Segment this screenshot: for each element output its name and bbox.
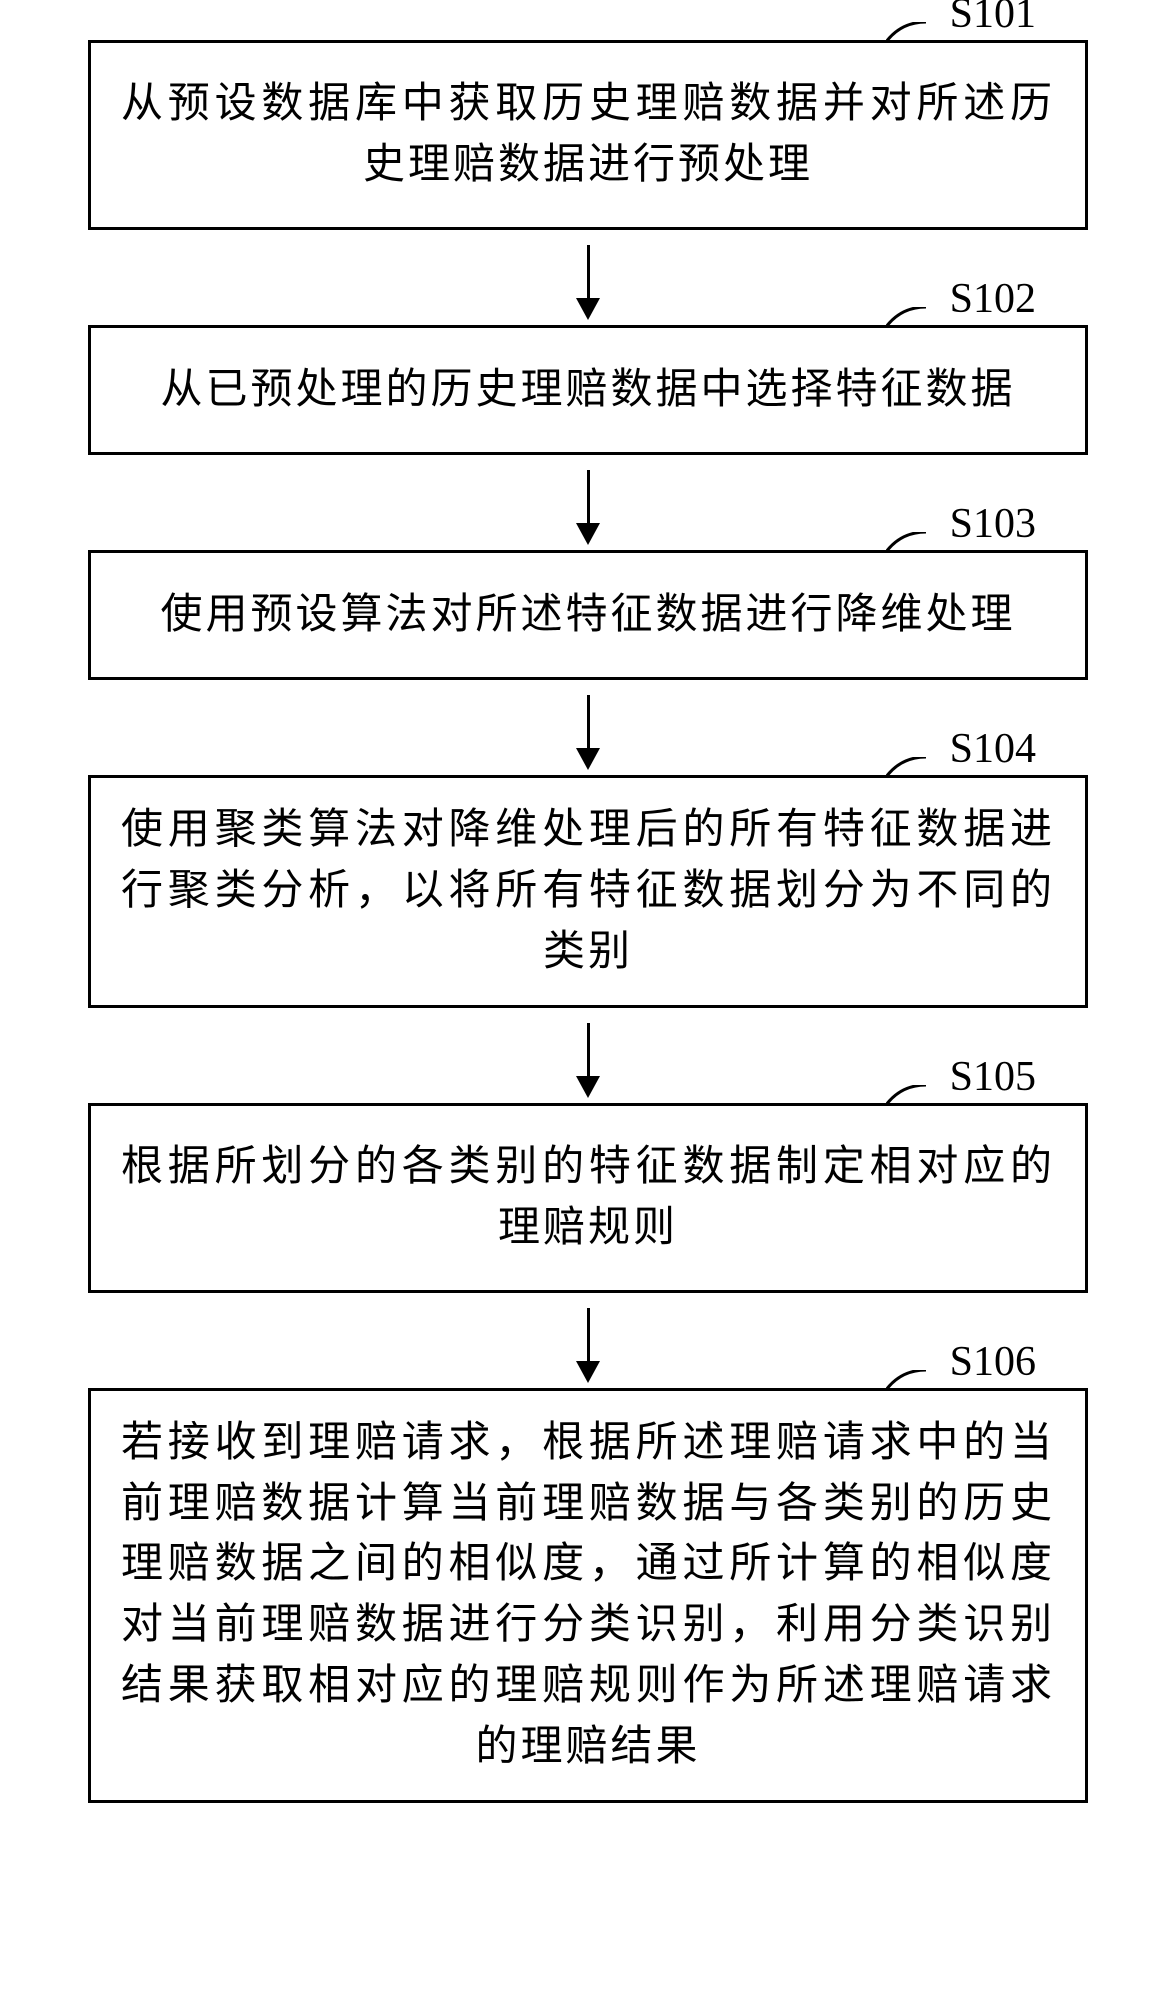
arrow-head-icon xyxy=(576,523,600,545)
step-text-s103: 使用预设算法对所述特征数据进行降维处理 xyxy=(160,585,1015,646)
step-box-s104: 使用聚类算法对降维处理后的所有特征数据进行聚类分析，以将所有特征数据划分为不同的… xyxy=(88,775,1088,1008)
step-label-s103: S103 xyxy=(950,500,1036,548)
step-box-s105: 根据所划分的各类别的特征数据制定相对应的理赔规则 xyxy=(88,1103,1088,1293)
step-s106: S106 若接收到理赔请求，根据所述理赔请求中的当前理赔数据计算当前理赔数据与各… xyxy=(60,1388,1116,1803)
label-connector-icon xyxy=(886,1370,926,1390)
step-text-s105: 根据所划分的各类别的特征数据制定相对应的理赔规则 xyxy=(121,1137,1055,1259)
step-s104: S104 使用聚类算法对降维处理后的所有特征数据进行聚类分析，以将所有特征数据划… xyxy=(60,775,1116,1008)
step-text-s102: 从已预处理的历史理赔数据中选择特征数据 xyxy=(160,360,1015,421)
step-box-s102: 从已预处理的历史理赔数据中选择特征数据 xyxy=(88,325,1088,455)
step-label-s106: S106 xyxy=(950,1338,1036,1386)
step-label-s104: S104 xyxy=(950,725,1036,773)
label-connector-icon xyxy=(886,532,926,552)
step-s105: S105 根据所划分的各类别的特征数据制定相对应的理赔规则 xyxy=(60,1103,1116,1293)
step-label-s105: S105 xyxy=(950,1053,1036,1101)
label-connector-icon xyxy=(886,1085,926,1105)
step-s102: S102 从已预处理的历史理赔数据中选择特征数据 xyxy=(60,325,1116,455)
step-label-s102: S102 xyxy=(950,275,1036,323)
arrow-head-icon xyxy=(576,1076,600,1098)
step-box-s103: 使用预设算法对所述特征数据进行降维处理 xyxy=(88,550,1088,680)
arrow-head-icon xyxy=(576,748,600,770)
label-connector-icon xyxy=(886,307,926,327)
step-text-s104: 使用聚类算法对降维处理后的所有特征数据进行聚类分析，以将所有特征数据划分为不同的… xyxy=(121,800,1055,983)
step-s101: S101 从预设数据库中获取历史理赔数据并对所述历史理赔数据进行预处理 xyxy=(60,40,1116,230)
label-connector-icon xyxy=(886,757,926,777)
step-text-s101: 从预设数据库中获取历史理赔数据并对所述历史理赔数据进行预处理 xyxy=(121,74,1055,196)
step-label-s101: S101 xyxy=(950,0,1036,38)
flowchart-container: S101 从预设数据库中获取历史理赔数据并对所述历史理赔数据进行预处理 S102… xyxy=(60,40,1116,1803)
step-s103: S103 使用预设算法对所述特征数据进行降维处理 xyxy=(60,550,1116,680)
step-box-s106: 若接收到理赔请求，根据所述理赔请求中的当前理赔数据计算当前理赔数据与各类别的历史… xyxy=(88,1388,1088,1803)
arrow-head-icon xyxy=(576,298,600,320)
step-text-s106: 若接收到理赔请求，根据所述理赔请求中的当前理赔数据计算当前理赔数据与各类别的历史… xyxy=(121,1413,1055,1778)
step-box-s101: 从预设数据库中获取历史理赔数据并对所述历史理赔数据进行预处理 xyxy=(88,40,1088,230)
arrow-head-icon xyxy=(576,1361,600,1383)
label-connector-icon xyxy=(886,22,926,42)
